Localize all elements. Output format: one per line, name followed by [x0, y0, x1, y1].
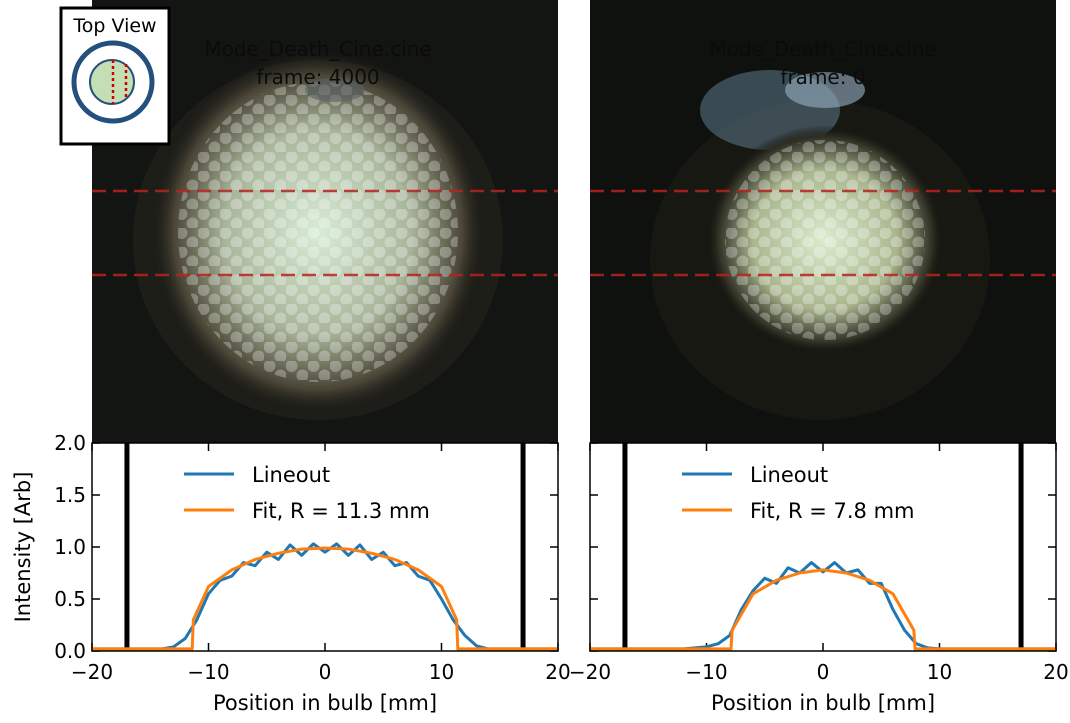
y-tick-label: 0.5 — [54, 587, 86, 611]
x-axis-label: Position in bulb [mm] — [711, 691, 935, 715]
lineout-band — [92, 189, 1056, 277]
plot-frame — [589, 442, 1057, 652]
y-axis-label: Intensity [Arb] — [11, 472, 35, 623]
legend-label: Fit, R = 11.3 mm — [252, 499, 430, 523]
y-tick-label: 1.5 — [54, 483, 86, 507]
x-tick-label: −20 — [71, 660, 113, 684]
image-frame: frame: 0 — [780, 65, 865, 89]
inset-title: Top View — [72, 15, 156, 37]
plot-frame — [91, 442, 559, 652]
series-line — [92, 546, 558, 651]
plot-area — [590, 443, 1056, 651]
x-axis-label: Position in bulb [mm] — [213, 691, 437, 715]
x-tick-label: −10 — [685, 660, 727, 684]
legend-label: Lineout — [750, 463, 828, 487]
camera-image-left — [92, 0, 558, 443]
legend-label: Lineout — [252, 463, 330, 487]
y-tick-label: 1.0 — [54, 535, 86, 559]
image-frame: frame: 4000 — [256, 65, 379, 89]
y-tick-label: 2.0 — [54, 431, 86, 455]
image-title: Mode_Death_Cine.cine — [204, 37, 431, 61]
x-tick-label: −10 — [187, 660, 229, 684]
x-tick-label: 10 — [927, 660, 952, 684]
camera-image-right — [590, 0, 1056, 443]
top-view-inset: Top View — [59, 6, 171, 146]
legend-label: Fit, R = 7.8 mm — [750, 499, 915, 523]
image-title: Mode_Death_Cine.cine — [709, 37, 936, 61]
x-tick-label: −20 — [569, 660, 611, 684]
x-tick-label: 20 — [1043, 660, 1068, 684]
x-tick-label: 0 — [817, 660, 830, 684]
x-tick-label: 20 — [545, 660, 570, 684]
series-line — [590, 568, 1056, 651]
x-tick-label: 0 — [319, 660, 332, 684]
x-tick-label: 10 — [429, 660, 454, 684]
y-tick-label: 0.0 — [54, 639, 86, 663]
